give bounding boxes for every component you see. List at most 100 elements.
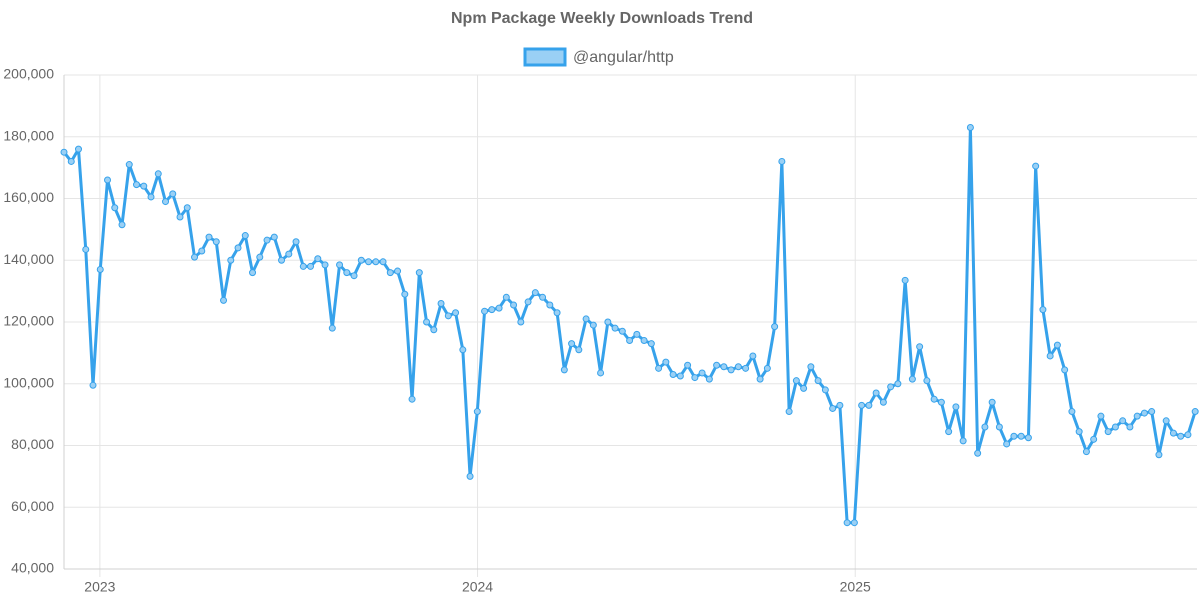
data-point xyxy=(821,386,829,394)
data-point xyxy=(205,233,213,241)
data-point xyxy=(452,309,460,317)
data-point xyxy=(850,519,858,527)
data-point xyxy=(372,258,380,266)
x-tick-label: 2023 xyxy=(84,579,115,595)
data-point xyxy=(546,301,554,309)
data-point xyxy=(676,372,684,380)
data-point xyxy=(423,318,431,326)
data-point xyxy=(829,404,837,412)
data-point xyxy=(691,374,699,382)
data-point xyxy=(212,238,220,246)
data-point xyxy=(1162,417,1170,425)
data-point xyxy=(1068,408,1076,416)
data-point xyxy=(430,326,438,334)
data-point xyxy=(749,352,757,360)
data-point xyxy=(1010,432,1018,440)
data-point xyxy=(756,375,764,383)
data-point xyxy=(256,253,264,261)
x-tick-label: 2025 xyxy=(840,579,871,595)
data-point xyxy=(133,181,141,189)
data-point xyxy=(771,323,779,331)
data-point xyxy=(379,258,387,266)
x-tick-label: 2024 xyxy=(462,579,493,595)
legend-swatch xyxy=(523,47,567,67)
data-point xyxy=(154,170,162,178)
data-point xyxy=(560,366,568,374)
legend-item[interactable]: @angular/http xyxy=(523,47,674,67)
data-point xyxy=(836,401,844,409)
data-point xyxy=(1061,366,1069,374)
data-point xyxy=(655,364,663,372)
data-point xyxy=(473,408,481,416)
y-tick-label: 160,000 xyxy=(3,189,54,205)
data-point xyxy=(647,340,655,348)
data-point xyxy=(198,247,206,255)
data-point xyxy=(618,327,626,335)
data-point xyxy=(916,343,924,351)
data-point xyxy=(1184,431,1192,439)
data-point xyxy=(1090,435,1098,443)
data-point xyxy=(763,364,771,372)
data-point xyxy=(872,389,880,397)
data-point xyxy=(807,363,815,371)
data-point xyxy=(901,276,909,284)
data-point xyxy=(307,262,315,270)
data-point xyxy=(1126,423,1134,431)
data-point xyxy=(626,337,634,345)
data-point xyxy=(502,293,510,301)
data-point xyxy=(1024,434,1032,442)
data-point xyxy=(444,312,452,320)
data-point xyxy=(147,193,155,201)
data-point xyxy=(263,236,271,244)
data-point xyxy=(1046,352,1054,360)
data-point xyxy=(1140,409,1148,417)
data-point xyxy=(314,255,322,263)
data-point xyxy=(575,346,583,354)
data-point xyxy=(176,213,184,221)
data-point xyxy=(669,370,677,378)
y-tick-label: 80,000 xyxy=(11,436,54,452)
data-point xyxy=(1155,451,1163,459)
data-point xyxy=(604,318,612,326)
data-point xyxy=(488,306,496,314)
data-point xyxy=(974,449,982,457)
data-point xyxy=(408,395,416,403)
data-point xyxy=(350,272,358,280)
data-point xyxy=(386,269,394,277)
y-tick-label: 60,000 xyxy=(11,498,54,514)
data-point xyxy=(720,363,728,371)
data-point xyxy=(1082,448,1090,456)
data-point xyxy=(183,204,191,212)
data-point xyxy=(981,423,989,431)
data-point xyxy=(908,375,916,383)
data-point xyxy=(734,363,742,371)
data-point xyxy=(800,384,808,392)
data-point xyxy=(1053,341,1061,349)
data-point xyxy=(995,423,1003,431)
data-point xyxy=(1148,408,1156,416)
data-point xyxy=(517,318,525,326)
data-point xyxy=(705,375,713,383)
data-point xyxy=(988,398,996,406)
data-point xyxy=(125,161,133,169)
data-point xyxy=(937,398,945,406)
data-point xyxy=(249,269,257,277)
data-point xyxy=(1133,412,1141,420)
data-point xyxy=(96,266,104,274)
data-point xyxy=(814,377,822,385)
y-tick-label: 120,000 xyxy=(3,313,54,329)
data-point xyxy=(336,261,344,269)
data-point xyxy=(241,232,249,240)
data-point xyxy=(662,358,670,366)
data-point xyxy=(597,369,605,377)
data-point xyxy=(466,472,474,480)
data-point xyxy=(568,340,576,348)
data-point xyxy=(299,262,307,270)
data-point xyxy=(75,145,83,153)
data-point xyxy=(792,377,800,385)
data-point xyxy=(401,290,409,298)
data-point xyxy=(945,428,953,436)
data-point xyxy=(524,298,532,306)
series-line xyxy=(62,125,1197,525)
